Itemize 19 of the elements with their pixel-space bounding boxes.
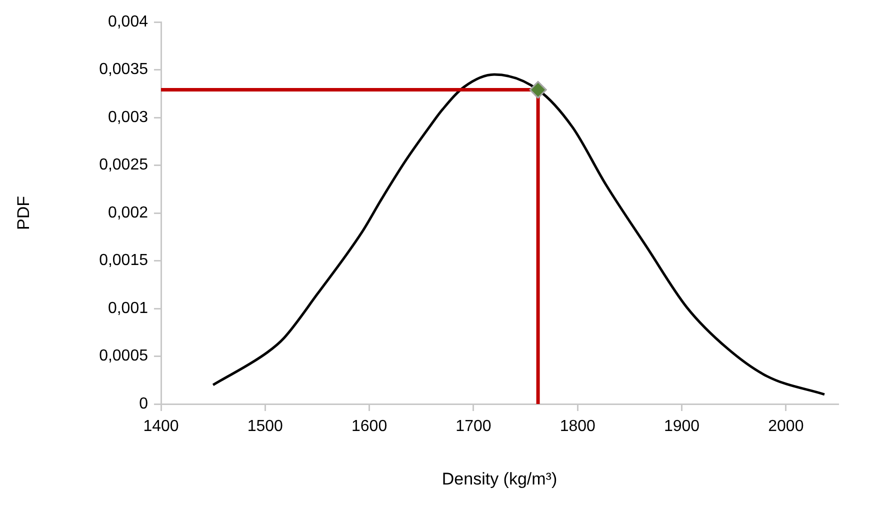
x-tick-label: 1500 <box>247 418 284 436</box>
y-tick-label: 0,001 <box>108 300 148 317</box>
x-tick-label: 1600 <box>352 418 388 436</box>
y-tick-label: 0,003 <box>108 108 148 126</box>
y-tick-label: 0 <box>139 395 148 412</box>
y-tick-label: 0,004 <box>108 13 148 30</box>
x-tick-label: 1800 <box>560 418 596 436</box>
line-series <box>212 73 826 396</box>
y-tick-label: 0,002 <box>108 204 148 222</box>
y-tick-label: 0,0005 <box>99 348 148 365</box>
x-tick-label: 1900 <box>664 418 700 436</box>
y-axis-title: PDF <box>14 196 33 230</box>
x-tick-label: 2000 <box>768 418 804 436</box>
y-tick-label: 0,0015 <box>99 252 148 270</box>
y-tick-label: 0,0035 <box>99 61 148 78</box>
x-tick-label: 1700 <box>456 418 492 436</box>
x-tick-label: 1400 <box>143 418 179 436</box>
y-tick-label: 0,0025 <box>99 156 148 174</box>
x-axis-title: Density (kg/m³) <box>442 469 558 488</box>
